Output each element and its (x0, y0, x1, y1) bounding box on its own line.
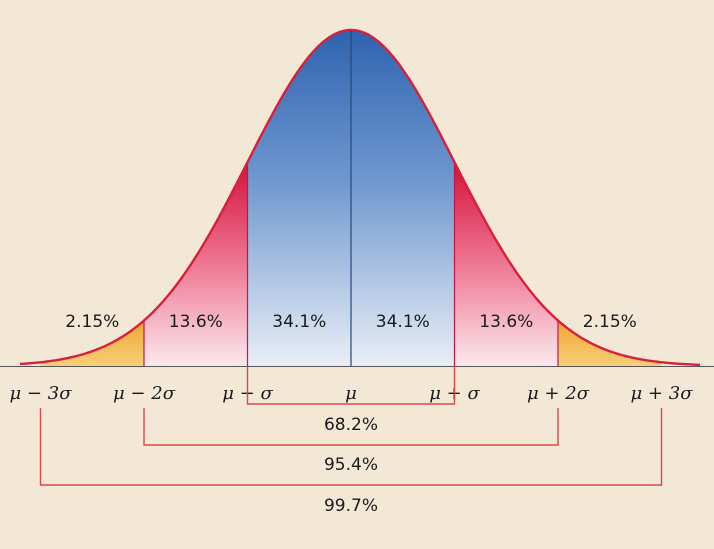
tick-label: μ + 3σ (631, 383, 694, 404)
tick-label: μ + 2σ (527, 383, 590, 404)
region-label: 13.6% (479, 312, 533, 332)
tick-label: μ (345, 383, 357, 404)
region-0 (40, 320, 144, 366)
region-label: 34.1% (272, 312, 326, 332)
tick-label: μ − 2σ (113, 383, 176, 404)
region-5 (558, 320, 662, 366)
range-label: 68.2% (324, 415, 378, 435)
region-label: 34.1% (376, 312, 430, 332)
range-label: 99.7% (324, 496, 378, 516)
region-label: 2.15% (65, 312, 119, 332)
region-label: 2.15% (583, 312, 637, 332)
range-label: 95.4% (324, 455, 378, 475)
distribution-curve (19, 28, 701, 367)
region-label: 13.6% (169, 312, 223, 332)
range-bracket (39, 408, 663, 486)
range-bracket (246, 366, 456, 405)
range-bracket (143, 408, 559, 446)
tick-label: μ − 3σ (10, 383, 73, 404)
